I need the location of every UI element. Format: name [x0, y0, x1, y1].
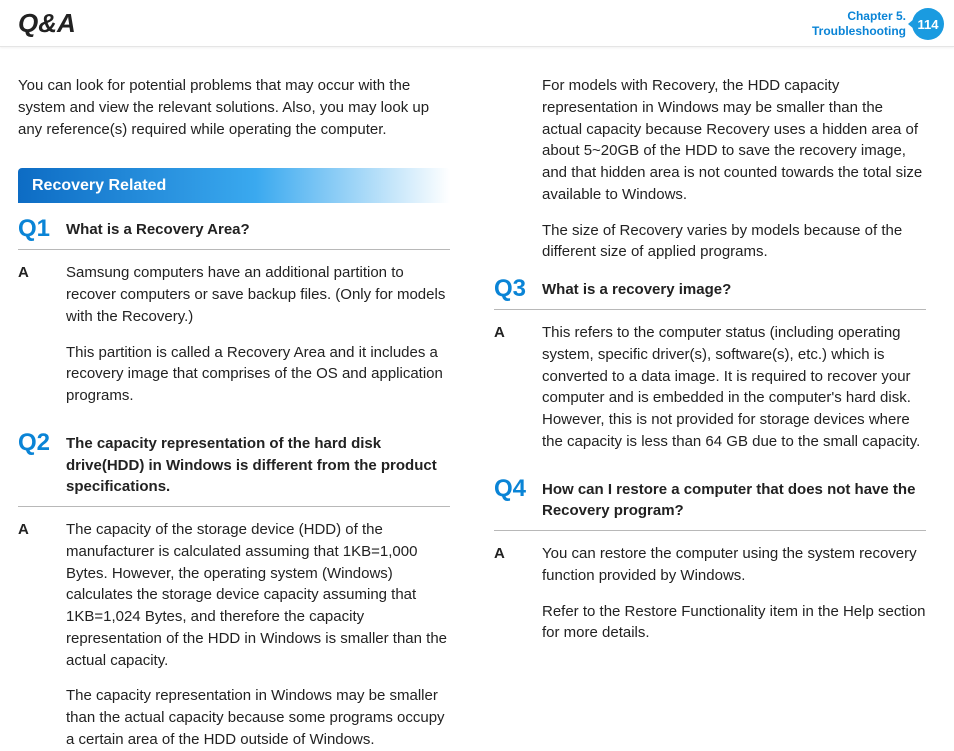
- page-header: Q&A Chapter 5. Troubleshooting 114: [0, 0, 954, 47]
- question-row: Q4 How can I restore a computer that doe…: [494, 477, 926, 532]
- answer-paragraph: For models with Recovery, the HDD capaci…: [542, 75, 926, 206]
- intro-text: You can look for potential problems that…: [18, 75, 450, 140]
- question-text: The capacity representation of the hard …: [66, 431, 450, 498]
- answer-row: A Samsung computers have an additional p…: [18, 262, 450, 421]
- answer-label: A: [18, 519, 52, 541]
- page-title: Q&A: [18, 8, 76, 39]
- answer-paragraph: The size of Recovery varies by models be…: [542, 220, 926, 264]
- answer-label: A: [494, 322, 528, 344]
- header-right: Chapter 5. Troubleshooting 114: [812, 8, 954, 40]
- answer-paragraph: The capacity representation in Windows m…: [66, 685, 450, 750]
- question-text: What is a recovery image?: [542, 277, 731, 301]
- section-heading: Recovery Related: [18, 168, 450, 203]
- answer-body: For models with Recovery, the HDD capaci…: [542, 75, 926, 277]
- question-row: Q3 What is a recovery image?: [494, 277, 926, 310]
- answer-paragraph: The capacity of the storage device (HDD)…: [66, 519, 450, 671]
- question-label: Q2: [18, 431, 52, 455]
- answer-paragraph: You can restore the computer using the s…: [542, 543, 926, 587]
- chapter-label: Chapter 5. Troubleshooting: [812, 9, 906, 39]
- qa-item: Q1 What is a Recovery Area? A Samsung co…: [18, 217, 450, 421]
- question-row: Q1 What is a Recovery Area?: [18, 217, 450, 250]
- question-row: Q2 The capacity representation of the ha…: [18, 431, 450, 507]
- content-body: You can look for potential problems that…: [0, 47, 954, 751]
- answer-paragraph: Refer to the Restore Functionality item …: [542, 601, 926, 645]
- page-number-badge: 114: [912, 8, 944, 40]
- answer-body: This refers to the computer status (incl…: [542, 322, 926, 467]
- answer-body: The capacity of the storage device (HDD)…: [66, 519, 450, 751]
- answer-label: A: [494, 543, 528, 565]
- answer-row: A The capacity of the storage device (HD…: [18, 519, 450, 751]
- qa-item: Q3 What is a recovery image? A This refe…: [494, 277, 926, 467]
- answer-body: You can restore the computer using the s…: [542, 543, 926, 658]
- answer-body: Samsung computers have an additional par…: [66, 262, 450, 421]
- answer-label: A: [18, 262, 52, 284]
- chapter-line-1: Chapter 5.: [812, 9, 906, 24]
- answer-paragraph: This refers to the computer status (incl…: [542, 322, 926, 453]
- answer-paragraph: Samsung computers have an additional par…: [66, 262, 450, 327]
- answer-row-continued: For models with Recovery, the HDD capaci…: [494, 75, 926, 277]
- qa-item: Q4 How can I restore a computer that doe…: [494, 477, 926, 659]
- question-text: What is a Recovery Area?: [66, 217, 250, 241]
- question-text: How can I restore a computer that does n…: [542, 477, 926, 523]
- answer-row: A You can restore the computer using the…: [494, 543, 926, 658]
- answer-row: A This refers to the computer status (in…: [494, 322, 926, 467]
- question-label: Q3: [494, 277, 528, 301]
- question-label: Q1: [18, 217, 52, 241]
- question-label: Q4: [494, 477, 528, 501]
- chapter-line-2: Troubleshooting: [812, 24, 906, 39]
- answer-paragraph: This partition is called a Recovery Area…: [66, 342, 450, 407]
